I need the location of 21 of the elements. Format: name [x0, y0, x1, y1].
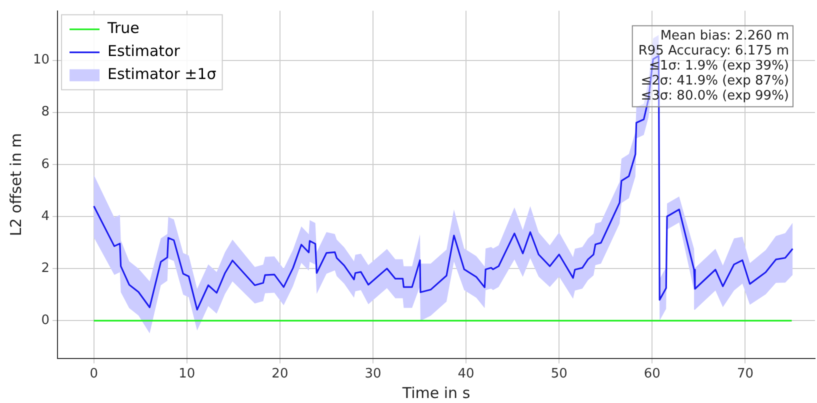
y-tick-label: 2 — [41, 260, 50, 276]
x-axis-title: Time in s — [401, 384, 470, 402]
y-tick-label: 4 — [41, 208, 50, 224]
y-tick-label: 8 — [41, 104, 50, 120]
y-tick-label: 0 — [41, 313, 50, 328]
y-tick-label: 6 — [41, 156, 50, 172]
x-tick-label: 40 — [458, 366, 474, 382]
x-tick-label: 60 — [644, 366, 660, 382]
x-tick-label: 30 — [364, 366, 382, 382]
x-tick-label: 10 — [178, 366, 196, 382]
y-axis-title: L2 offset in m — [6, 133, 25, 236]
x-tick-label: 20 — [272, 366, 288, 382]
annotation: R95 Accuracy: 6.175 m — [638, 44, 789, 59]
x-tick-label: 0 — [90, 366, 98, 382]
x-tick-label: 50 — [550, 366, 568, 382]
legend-label: Estimator ±1σ — [108, 65, 217, 84]
x-tick-label: 70 — [736, 366, 754, 382]
y-tick-label: 10 — [32, 52, 50, 68]
legend-label: True — [106, 19, 140, 38]
annotation: Mean bias: 2.260 m — [660, 28, 789, 44]
legend-label: Estimator — [108, 42, 181, 60]
